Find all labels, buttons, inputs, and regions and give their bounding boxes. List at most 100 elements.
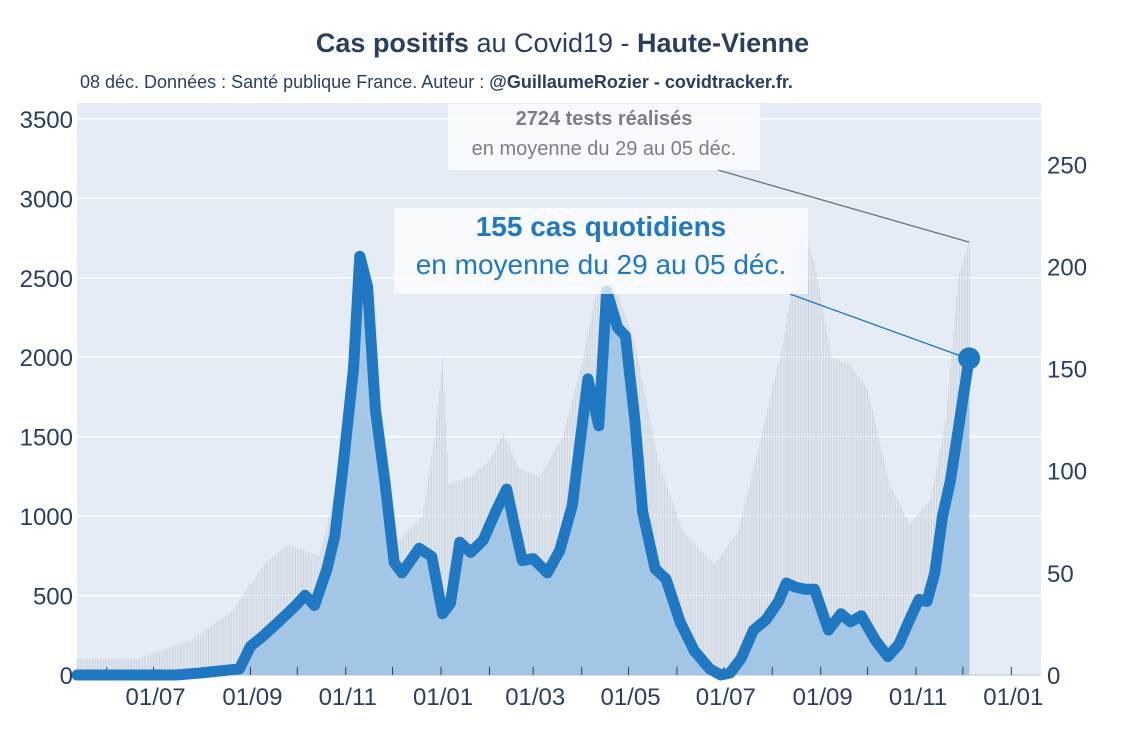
tests-bar (690, 539, 692, 675)
tests-bar (757, 449, 759, 675)
tests-bar (84, 659, 86, 675)
tests-bar (142, 656, 143, 675)
tests-bar (190, 640, 192, 675)
tests-bar (98, 659, 100, 675)
cases-last-point (958, 347, 981, 370)
tests-bar (698, 547, 700, 675)
tests-bar (251, 581, 253, 675)
tests-bar (712, 562, 714, 675)
tests-bar (79, 659, 81, 675)
y-left-tick-label: 0 (60, 663, 73, 690)
tests-bar (900, 505, 901, 675)
tests-bar (195, 636, 197, 675)
tests-bar (906, 517, 907, 675)
tests-bar (157, 651, 159, 675)
tests-bar (242, 595, 243, 675)
tests-bar (243, 593, 245, 675)
tests-bar (115, 659, 117, 675)
subtitle-author: @GuillaumeRozier - covidtracker.fr. (489, 72, 793, 92)
tests-bar (779, 354, 781, 675)
tests-bar (436, 420, 437, 675)
tests-bar (875, 423, 876, 675)
tests-bar (240, 597, 242, 675)
tests-bar (165, 648, 167, 675)
tests-bar (751, 474, 753, 675)
tests-bar (843, 362, 845, 675)
cases-annotation: 155 cas quotidiens en moyenne du 29 au 0… (394, 208, 808, 294)
tests-bar (889, 484, 890, 675)
cases-value: 155 cas quotidiens (475, 211, 727, 242)
tests-bar (735, 534, 737, 675)
tests-bar (803, 234, 804, 676)
tests-bar (865, 386, 867, 675)
tests-bar (440, 373, 442, 675)
tests-bar (860, 380, 862, 675)
tests-bar (881, 450, 882, 675)
tests-bar (182, 642, 184, 675)
subtitle-text: 08 déc. Données : Santé publique France.… (80, 72, 490, 92)
tests-bar (214, 623, 215, 675)
tests-bar (796, 257, 798, 675)
y-right-tick-label: 50 (1047, 561, 1074, 588)
tests-bar (793, 276, 795, 675)
tests-bar (265, 562, 267, 675)
tests-bar (704, 554, 706, 675)
tests-bar (817, 279, 818, 675)
tests-bar (104, 659, 106, 675)
x-axis: 01/07 01/09 01/11 01/01 01/03 01/05 01/07 01/09… (77, 667, 1043, 711)
tests-bar (173, 646, 175, 675)
tests-bar (239, 600, 240, 675)
tests-bar (245, 591, 247, 675)
tests-bar (898, 502, 900, 675)
tests-bar (203, 631, 204, 675)
tests-bar (201, 632, 203, 675)
tests-bar (261, 568, 262, 675)
tests-bar (196, 635, 198, 675)
tests-bar (775, 375, 776, 675)
tests-bar (93, 659, 95, 675)
tests-bar (223, 616, 225, 675)
tests-bar (90, 659, 92, 675)
tests-bar (153, 653, 154, 675)
tests-bar (829, 348, 831, 675)
tests-bar (732, 538, 734, 675)
tests-bar (764, 423, 765, 675)
tests-bar (273, 556, 275, 675)
tests-period: en moyenne du 29 au 05 déc. (471, 138, 737, 160)
tests-bar (103, 659, 104, 675)
tests-bar (270, 558, 272, 675)
tests-bar (884, 463, 886, 675)
tests-bar (823, 313, 825, 675)
tests-bar (207, 627, 209, 675)
tests-bar (901, 508, 903, 675)
x-tick-label: 01/03 (505, 684, 565, 711)
tests-annotation-leader (717, 169, 970, 243)
tests-bar (148, 654, 150, 675)
tests-bar (101, 659, 103, 675)
tests-bar (804, 238, 806, 676)
tests-bar (714, 563, 715, 675)
tests-bar (868, 395, 870, 675)
tests-bar (117, 659, 118, 675)
x-tick-label: 01/07 (126, 684, 186, 711)
tests-bar (800, 239, 801, 675)
tests-bar (443, 389, 445, 675)
tests-bar (907, 521, 909, 675)
cases-line (71, 250, 975, 681)
tests-bar (895, 496, 897, 675)
tests-bar (760, 436, 762, 675)
tests-bar (754, 462, 756, 675)
tests-bar (262, 566, 264, 675)
tests-bar (848, 364, 850, 675)
tests-bar (151, 653, 153, 675)
tests-bar (146, 655, 148, 675)
tests-bar (176, 644, 178, 675)
tests-bar (857, 376, 859, 675)
tests-bar (120, 659, 122, 675)
y-axis-left: 0 500 1000 1500 2000 2500 3000 3500 (20, 107, 73, 690)
tests-bar (707, 557, 709, 675)
tests-bar (785, 322, 787, 675)
chart-title: Cas positifs au Covid19 - Haute-Vienne (0, 28, 1125, 59)
tests-bar (254, 577, 256, 675)
